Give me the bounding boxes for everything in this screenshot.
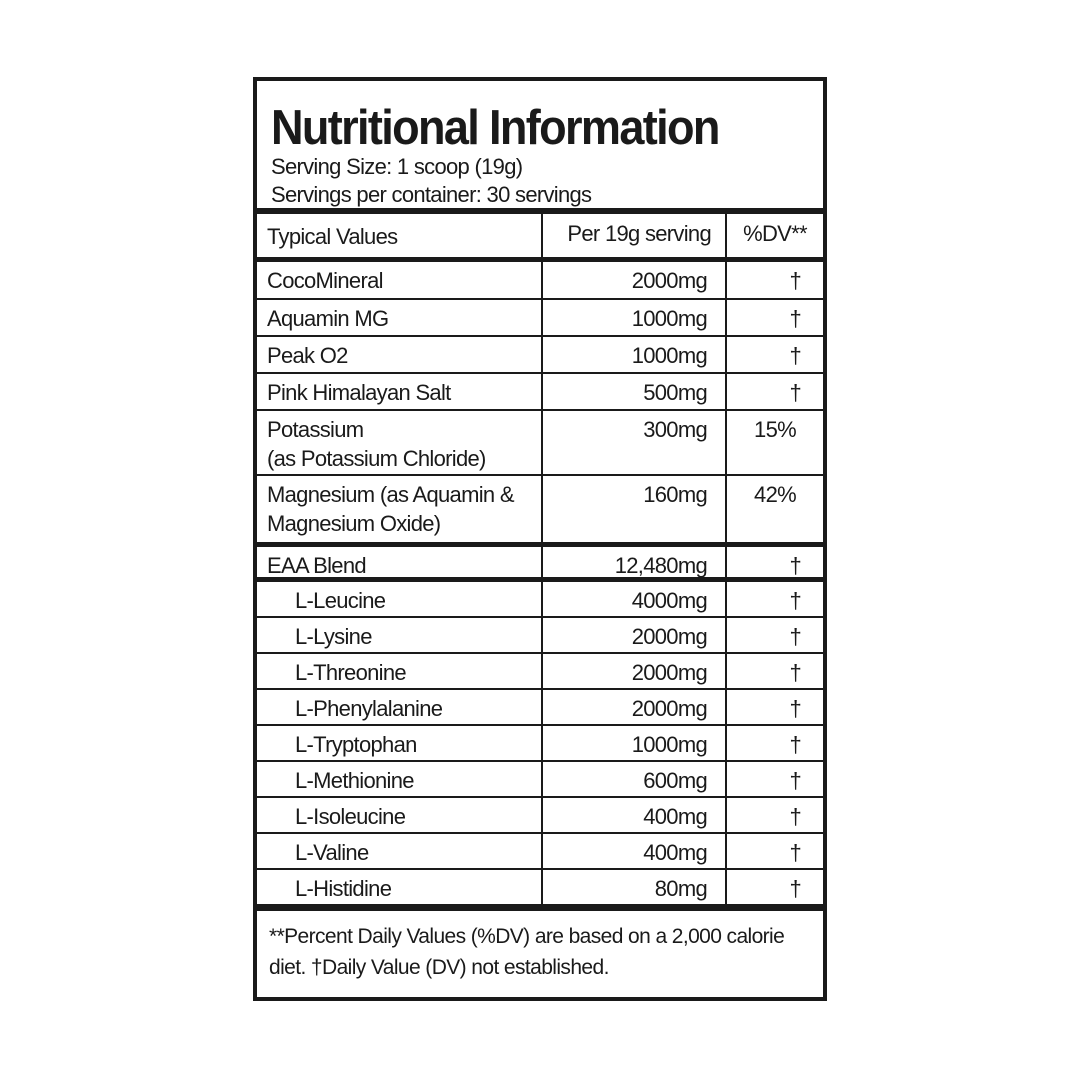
nutrient-dv: †: [789, 343, 801, 368]
nutrient-dv: †: [789, 732, 801, 757]
amino-acids-section: L-Leucine 4000mg † L-Lysine 2000mg † L-Threoni…: [257, 582, 823, 911]
nutrient-dv: †: [789, 696, 801, 721]
table-row: Pink Himalayan Salt 500mg †: [257, 374, 823, 411]
nutrient-amount: 1000mg: [543, 337, 727, 372]
nutrient-name: Pink Himalayan Salt: [257, 374, 543, 409]
nutrient-name: L-Lysine: [257, 618, 543, 652]
table-row: L-Methionine 600mg †: [257, 762, 823, 798]
nutrient-dv: †: [789, 306, 801, 331]
nutrient-dv: †: [789, 660, 801, 685]
nutrient-amount: 2000mg: [543, 618, 727, 652]
table-row: L-Threonine 2000mg †: [257, 654, 823, 690]
column-header-dv: %DV**: [743, 221, 807, 246]
table-row: L-Leucine 4000mg †: [257, 582, 823, 618]
serving-size: Serving Size: 1 scoop (19g): [271, 154, 523, 179]
nutrient-amount: 500mg: [543, 374, 727, 409]
footnote: **Percent Daily Values (%DV) are based o…: [269, 925, 785, 979]
table-row: L-Phenylalanine 2000mg †: [257, 690, 823, 726]
nutrient-name: L-Threonine: [257, 654, 543, 688]
column-header-row: Typical Values Per 19g serving %DV**: [257, 214, 823, 262]
servings-per-container: Servings per container: 30 servings: [271, 182, 592, 207]
table-row: Potassium (as Potassium Chloride) 300mg 15…: [257, 411, 823, 476]
nutrient-amount: 160mg: [543, 476, 727, 542]
nutrient-name: Magnesium (as Aquamin & Magnesium Oxide): [257, 476, 543, 542]
nutrient-dv: †: [789, 588, 801, 613]
nutrient-name: Aquamin MG: [257, 300, 543, 335]
nutrient-dv: 15%: [754, 417, 797, 442]
table-row: Aquamin MG 1000mg †: [257, 300, 823, 337]
nutrient-dv: †: [789, 876, 801, 901]
label-header: Nutritional Information Serving Size: 1 …: [257, 81, 823, 214]
column-header-per-serving: Per 19g serving: [543, 214, 727, 257]
nutrient-amount: 300mg: [543, 411, 727, 474]
nutrient-name: L-Methionine: [257, 762, 543, 796]
table-row: L-Valine 400mg †: [257, 834, 823, 870]
nutrient-dv: †: [789, 768, 801, 793]
nutrient-amount: 2000mg: [543, 654, 727, 688]
nutrient-amount: 1000mg: [543, 300, 727, 335]
nutrient-amount: 600mg: [543, 762, 727, 796]
nutrient-name: Potassium (as Potassium Chloride): [257, 411, 543, 474]
nutrient-amount: 400mg: [543, 834, 727, 868]
nutrient-name: L-Tryptophan: [257, 726, 543, 760]
nutrient-dv: †: [789, 804, 801, 829]
nutrient-amount: 1000mg: [543, 726, 727, 760]
nutrient-name: L-Histidine: [257, 870, 543, 904]
nutrient-amount: 80mg: [543, 870, 727, 904]
nutrient-name: Peak O2: [257, 337, 543, 372]
eaa-blend-section: EAA Blend 12,480mg †: [257, 547, 823, 582]
label-title: Nutritional Information: [271, 101, 720, 155]
column-header-typical-values: Typical Values: [257, 214, 543, 257]
nutrient-amount: 2000mg: [543, 262, 727, 298]
nutrient-name: L-Leucine: [257, 582, 543, 616]
nutrient-dv: †: [789, 624, 801, 649]
nutrient-amount: 2000mg: [543, 690, 727, 724]
nutrient-name: L-Phenylalanine: [257, 690, 543, 724]
nutrient-dv: †: [789, 840, 801, 865]
nutrient-amount: 4000mg: [543, 582, 727, 616]
table-row: Peak O2 1000mg †: [257, 337, 823, 374]
nutrient-name: CocoMineral: [257, 262, 543, 298]
table-row: L-Isoleucine 400mg †: [257, 798, 823, 834]
nutrient-name: L-Valine: [257, 834, 543, 868]
nutrient-dv: †: [789, 268, 801, 293]
table-row: CocoMineral 2000mg †: [257, 262, 823, 300]
table-row: L-Histidine 80mg †: [257, 870, 823, 911]
nutrient-dv: †: [789, 380, 801, 405]
nutrient-name: EAA Blend: [257, 547, 543, 578]
nutrient-dv: 42%: [754, 482, 797, 507]
table-row: L-Lysine 2000mg †: [257, 618, 823, 654]
nutrient-amount: 12,480mg: [543, 547, 727, 578]
table-row: Magnesium (as Aquamin & Magnesium Oxide)…: [257, 476, 823, 547]
nutrient-name: L-Isoleucine: [257, 798, 543, 832]
nutrient-amount: 400mg: [543, 798, 727, 832]
table-row: EAA Blend 12,480mg †: [257, 547, 823, 582]
nutrition-label: Nutritional Information Serving Size: 1 …: [253, 77, 827, 1001]
table-row: L-Tryptophan 1000mg †: [257, 726, 823, 762]
minerals-section: CocoMineral 2000mg † Aquamin MG 1000mg † Peak …: [257, 262, 823, 547]
nutrient-dv: †: [789, 553, 801, 578]
